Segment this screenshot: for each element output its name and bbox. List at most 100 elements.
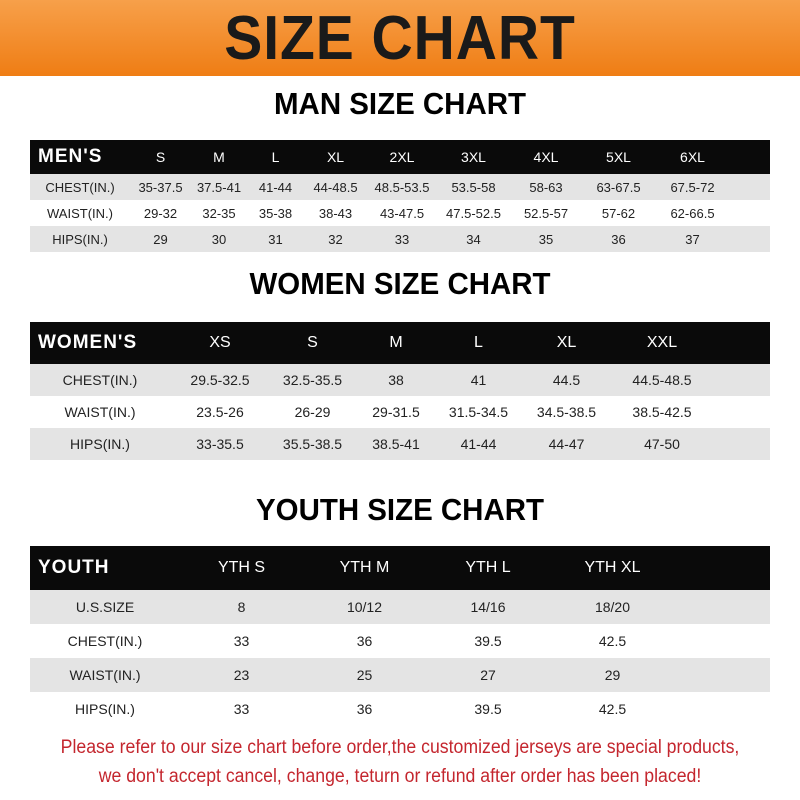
measurement-value: 29	[130, 226, 191, 252]
measurement-value: 32-35	[202, 205, 236, 221]
measurement-value: 39.5	[474, 701, 502, 717]
measurement-value: 32.5-35.5	[270, 364, 355, 396]
category-label: WOMEN'S	[30, 322, 170, 364]
row-filler	[730, 174, 770, 200]
table-row: HIPS(IN.) 33 36 39.5 42.5	[30, 692, 770, 726]
measurement-label: HIPS(IN.)	[75, 701, 135, 717]
measurement-value: 36	[356, 701, 373, 717]
measurement-value: 41	[437, 364, 520, 396]
measurement-value: 42.5	[598, 701, 627, 717]
size-header: L	[247, 140, 304, 174]
measurement-value: 38-43	[318, 205, 353, 221]
measurement-value: 38.5-42.5	[632, 404, 692, 420]
measurement-value: 41-44	[437, 428, 520, 460]
measurement-value: 44-47	[520, 428, 613, 460]
measurement-value: 26-29	[294, 404, 331, 420]
measurement-value: 29-31.5	[372, 404, 420, 420]
measurement-value: 25	[303, 658, 426, 692]
measurement-value: 29.5-32.5	[170, 364, 270, 396]
row-filler	[711, 364, 770, 396]
row-filler	[675, 590, 770, 624]
measurement-value: 38.5-41	[355, 428, 437, 460]
youth-size-table: YOUTH YTH S YTH M YTH L YTH XL U.S.SIZE 8 10/12…	[30, 546, 770, 726]
header-row: MEN'S S M L XL 2XL 3XL 4XL 5XL 6XL	[30, 140, 770, 174]
measurement-value: 63-67.5	[582, 174, 655, 200]
measurement-value: 47.5-52.5	[446, 205, 501, 221]
measurement-value: 58-63	[510, 174, 582, 200]
size-header: 6XL	[655, 140, 730, 174]
size-header: YTH S	[180, 546, 303, 590]
measurement-value: 35	[510, 226, 582, 252]
measurement-value: 43-47.5	[379, 205, 425, 221]
measurement-value: 57-62	[601, 205, 636, 221]
measurement-value: 48.5-53.5	[367, 174, 437, 200]
row-filler	[711, 428, 770, 460]
measurement-value: 44.5-48.5	[613, 364, 711, 396]
measurement-value: 18/20	[550, 590, 675, 624]
header-filler	[730, 140, 770, 174]
measurement-value: 33	[233, 633, 250, 649]
measurement-value: 32	[304, 226, 367, 252]
measurement-value: 33-35.5	[170, 428, 270, 460]
size-header: YTH M	[303, 546, 426, 590]
size-header: XL	[304, 140, 367, 174]
measurement-label: HIPS(IN.)	[30, 428, 170, 460]
measurement-value: 35.5-38.5	[270, 428, 355, 460]
measurement-value: 8	[180, 590, 303, 624]
row-filler	[730, 200, 770, 226]
measurement-value: 38	[355, 364, 437, 396]
measurement-label: CHEST(IN.)	[30, 364, 170, 396]
category-label: MEN'S	[30, 140, 130, 174]
measurement-value: 62-66.5	[670, 205, 715, 221]
row-filler	[675, 658, 770, 692]
table-row: WAIST(IN.) 23 25 27 29	[30, 658, 770, 692]
measurement-value: 29-32	[143, 205, 178, 221]
measurement-value: 52.5-57	[523, 205, 569, 221]
measurement-value: 23.5-26	[196, 404, 244, 420]
measurement-value: 27	[426, 658, 550, 692]
row-filler	[711, 396, 770, 428]
size-header: YTH XL	[550, 546, 675, 590]
men-size-table: MEN'S S M L XL 2XL 3XL 4XL 5XL 6XL CHEST(IN.) 35-37…	[30, 140, 770, 252]
category-label: YOUTH	[30, 546, 180, 590]
size-header: L	[437, 322, 520, 364]
size-header: XXL	[613, 322, 711, 364]
measurement-value: 42.5	[598, 633, 627, 649]
header-filler	[675, 546, 770, 590]
women-size-table: WOMEN'S XS S M L XL XXL CHEST(IN.) 29.5-32.5 32.5…	[30, 322, 770, 460]
measurement-value: 37.5-41	[191, 174, 247, 200]
table-row: U.S.SIZE 8 10/12 14/16 18/20	[30, 590, 770, 624]
table-row: CHEST(IN.) 33 36 39.5 42.5	[30, 624, 770, 658]
size-header: 4XL	[510, 140, 582, 174]
measurement-label: CHEST(IN.)	[67, 633, 143, 649]
title-banner: SIZE CHART	[0, 0, 800, 76]
measurement-value: 31.5-34.5	[448, 404, 509, 420]
table-row: HIPS(IN.) 29 30 31 32 33 34 35 36 37	[30, 226, 770, 252]
measurement-label: WAIST(IN.)	[64, 404, 136, 420]
measurement-value: 30	[191, 226, 247, 252]
header-row: YOUTH YTH S YTH M YTH L YTH XL	[30, 546, 770, 590]
order-notice: Please refer to our size chart before or…	[0, 733, 800, 791]
order-notice-line: we don't accept cancel, change, teturn o…	[98, 766, 702, 787]
size-header: M	[355, 322, 437, 364]
page-title: SIZE CHART	[224, 3, 576, 73]
row-filler	[675, 692, 770, 726]
measurement-value: 23	[180, 658, 303, 692]
measurement-value: 31	[247, 226, 304, 252]
measurement-value: 39.5	[474, 633, 502, 649]
measurement-label: WAIST(IN.)	[30, 658, 180, 692]
measurement-value: 33	[233, 701, 250, 717]
header-row: WOMEN'S XS S M L XL XXL	[30, 322, 770, 364]
women-section-title: WOMEN SIZE CHART	[249, 266, 551, 301]
table-row: CHEST(IN.) 35-37.5 37.5-41 41-44 44-48.5 48.5…	[30, 174, 770, 200]
size-header: 5XL	[582, 140, 655, 174]
table-row: WAIST(IN.) 29-32 32-35 35-38 38-43 43-47.5 47.…	[30, 200, 770, 226]
row-filler	[730, 226, 770, 252]
measurement-value: 37	[655, 226, 730, 252]
measurement-value: 36	[582, 226, 655, 252]
measurement-value: 53.5-58	[437, 174, 510, 200]
measurement-value: 44-48.5	[304, 174, 367, 200]
measurement-label: WAIST(IN.)	[47, 205, 113, 221]
measurement-value: 35-38	[258, 205, 293, 221]
measurement-value: 44.5	[520, 364, 613, 396]
